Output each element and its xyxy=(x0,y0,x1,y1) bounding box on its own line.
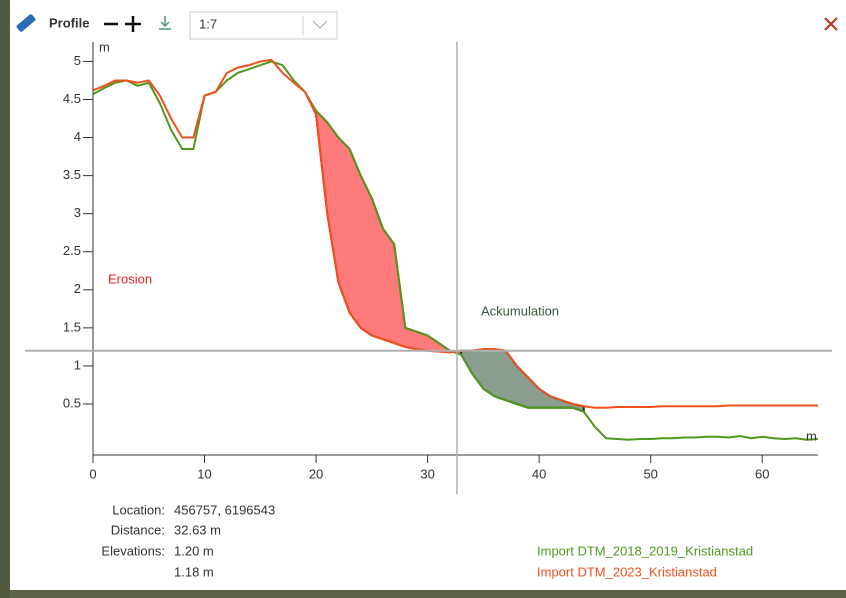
download-button[interactable] xyxy=(159,16,171,30)
erosion-label: Erosion xyxy=(108,271,152,286)
x-tick-label: 10 xyxy=(197,466,211,481)
x-axis-label: m xyxy=(806,428,817,443)
y-tick-label: 1 xyxy=(74,357,81,372)
info-label: Elevations: xyxy=(101,543,165,558)
info-label: Location: xyxy=(112,502,165,517)
select-chevron xyxy=(312,20,328,29)
map-background xyxy=(0,0,10,598)
x-tick-label: 40 xyxy=(532,466,546,481)
info-value: 456757, 6196543 xyxy=(174,502,275,517)
zoom-in-button[interactable] xyxy=(125,16,141,32)
y-tick-label: 0.5 xyxy=(63,395,81,410)
accumulation-label: Ackumulation xyxy=(481,303,559,318)
close-button[interactable] xyxy=(824,17,838,31)
x-tick-label: 30 xyxy=(420,466,434,481)
info-label: Distance: xyxy=(111,522,165,537)
plot: mm0.511.522.533.544.550 10 20 30 40 50 60 xyxy=(25,39,832,494)
y-tick-label: 2.5 xyxy=(63,243,81,258)
y-tick-label: 2 xyxy=(74,281,81,296)
y-tick-label: 4.5 xyxy=(63,91,81,106)
info-value: 1.20 m xyxy=(174,543,214,558)
x-tick-label: 20 xyxy=(309,466,323,481)
y-tick-label: 3 xyxy=(74,205,81,220)
scale-value: 1:7 xyxy=(199,16,217,31)
info-value: 32.63 m xyxy=(174,522,221,537)
y-tick-label: 5 xyxy=(74,53,81,68)
scale-select[interactable] xyxy=(189,11,338,40)
ruler-icon xyxy=(16,14,36,32)
x-tick-label: 0 xyxy=(89,466,96,481)
y-axis-label: m xyxy=(99,39,110,54)
legend-entry: Import DTM_2023_Kristianstad xyxy=(537,564,717,579)
x-tick-label: 50 xyxy=(643,466,657,481)
y-tick-label: 4 xyxy=(74,129,81,144)
legend-entry: Import DTM_2018_2019_Kristianstad xyxy=(537,543,753,558)
toolbar-title: Profile xyxy=(49,15,89,30)
x-tick-label: 60 xyxy=(755,466,769,481)
y-tick-label: 3.5 xyxy=(63,167,81,182)
info-value: 1.18 m xyxy=(174,564,214,579)
panel xyxy=(10,0,846,590)
y-tick-label: 1.5 xyxy=(63,319,81,334)
